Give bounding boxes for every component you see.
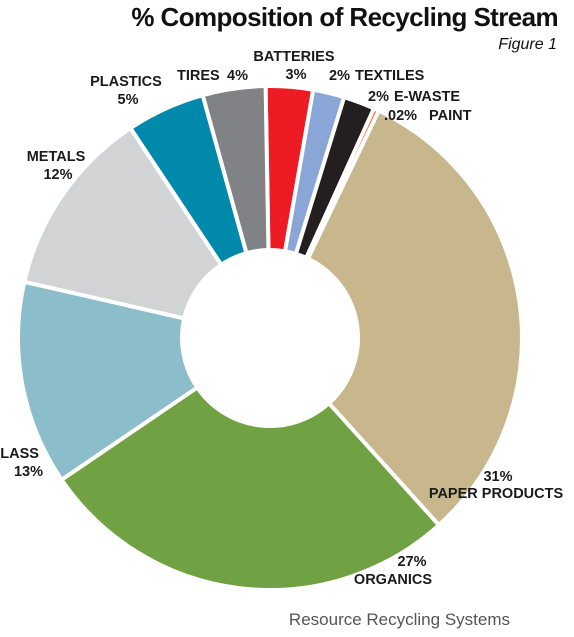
- label-plastics: PLASTICS 5%: [90, 74, 166, 108]
- chart-title: % Composition of Recycling Stream: [131, 2, 558, 32]
- source-credit: Resource Recycling Systems: [288, 610, 510, 629]
- chart-subtitle: Figure 1: [498, 36, 557, 53]
- label-textiles: 2% TEXTILES: [329, 68, 425, 84]
- label-ewaste: 2% E-WASTE: [368, 89, 460, 105]
- label-batteries: BATTERIES 3%: [253, 49, 338, 83]
- label-paint: .02% PAINT: [384, 108, 472, 124]
- slice-metals: [22, 126, 224, 321]
- label-glass: GLASS 13%: [0, 446, 43, 480]
- label-tires: TIRES 4%: [177, 68, 248, 84]
- label-organics: 27% ORGANICS: [354, 554, 432, 588]
- label-metals: METALS 12%: [27, 149, 90, 183]
- slice-tires: [200, 84, 271, 256]
- slice-paper-products: [305, 108, 524, 528]
- label-paper-products: 31% PAPER PRODUCTS: [429, 469, 564, 502]
- slice-organics: [59, 385, 441, 592]
- slice-glass: [16, 279, 200, 482]
- slices-group: [16, 84, 524, 592]
